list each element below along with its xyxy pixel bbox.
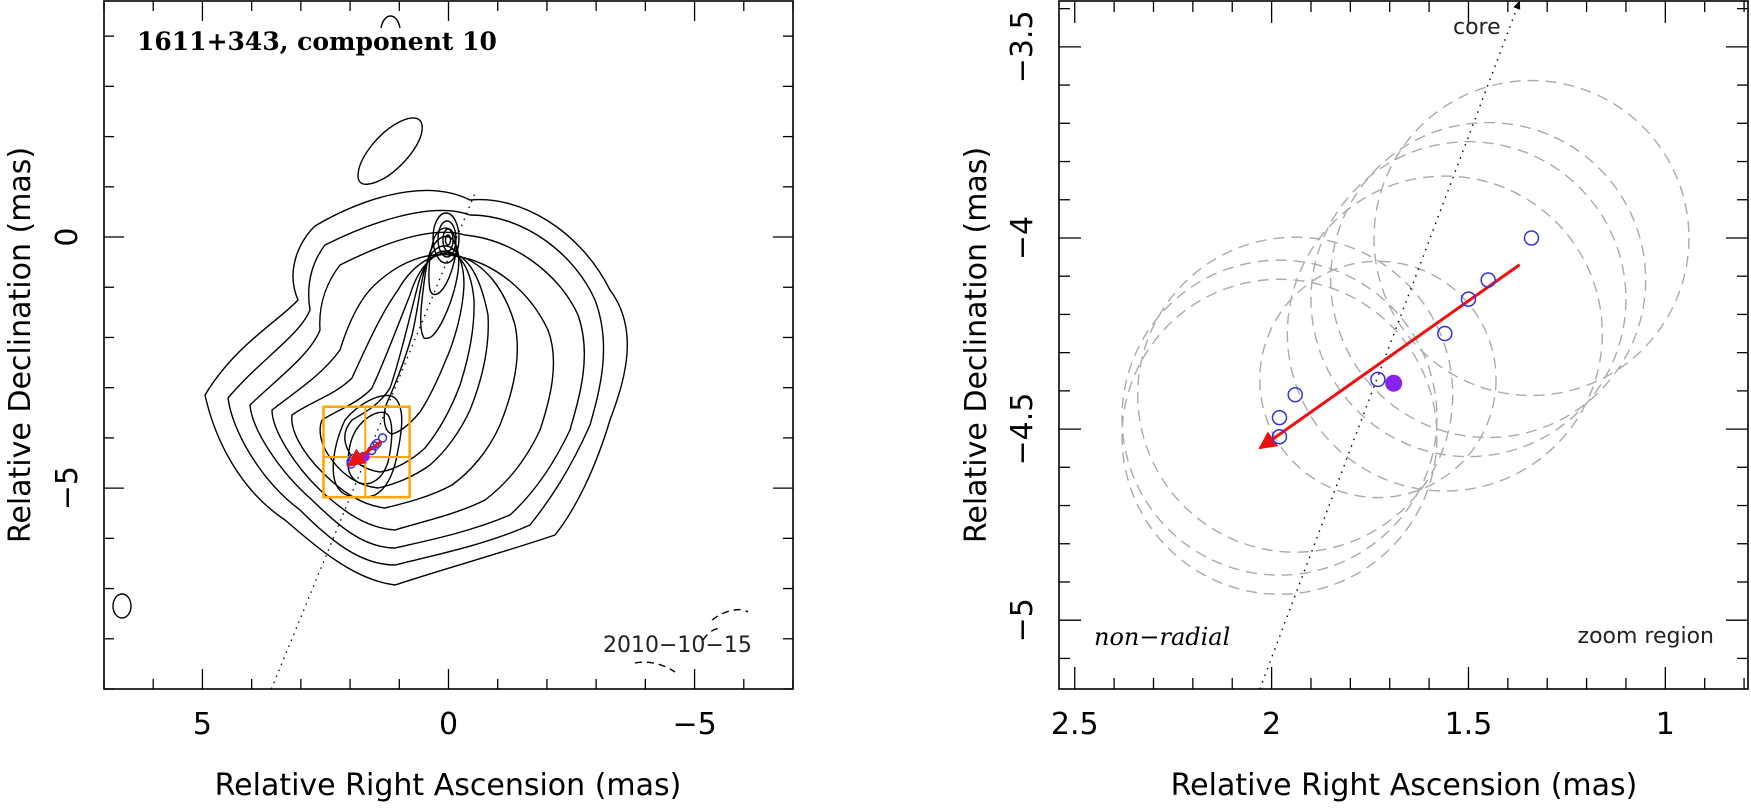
core-direction-line bbox=[1259, 1, 1521, 689]
right-y-axis-title: Relative Declination (mas) bbox=[959, 147, 994, 543]
contour-negative-2 bbox=[711, 608, 749, 621]
y-tick-label: −4 bbox=[1005, 216, 1040, 260]
right-points bbox=[1271, 230, 1540, 445]
left-overlay bbox=[270, 191, 477, 689]
zoom-box bbox=[322, 405, 411, 499]
left-ticks bbox=[103, 1, 794, 690]
velocity-arrow bbox=[347, 440, 382, 467]
contour-level-7 bbox=[344, 250, 475, 473]
component-position-point bbox=[1460, 291, 1477, 307]
contour-level-2 bbox=[227, 209, 605, 566]
error-circle bbox=[1121, 259, 1438, 576]
contour-blob-left bbox=[112, 593, 132, 619]
error-circle bbox=[1137, 236, 1454, 553]
component-position-point bbox=[1370, 371, 1386, 388]
x-tick-label: 5 bbox=[193, 707, 212, 742]
zoom-region-label: zoom region bbox=[1578, 624, 1714, 649]
y-tick-label: −4.5 bbox=[1005, 393, 1040, 466]
core-label: core bbox=[1453, 15, 1501, 40]
error-circle bbox=[1373, 79, 1690, 397]
component-position-point bbox=[1271, 428, 1288, 445]
contour-level-5 bbox=[291, 253, 518, 509]
x-tick-label: 0 bbox=[439, 707, 458, 742]
error-circles bbox=[1121, 79, 1690, 595]
left-x-axis-title: Relative Right Ascension (mas) bbox=[215, 768, 682, 803]
x-tick-label: 1 bbox=[1656, 707, 1675, 742]
x-tick-label: 2 bbox=[1262, 707, 1281, 742]
observation-date: 2010−10−15 bbox=[603, 633, 752, 658]
right-frame bbox=[1058, 0, 1749, 690]
component-position-point bbox=[1523, 230, 1540, 246]
contour-level-1 bbox=[204, 189, 628, 586]
left-y-axis-title: Relative Declination (mas) bbox=[3, 147, 38, 543]
error-circle bbox=[1286, 175, 1604, 492]
left-frame bbox=[103, 0, 794, 690]
right-ticks bbox=[1059, 1, 1748, 689]
left-y-tick-labels: 0 −5 bbox=[50, 227, 85, 510]
error-circle bbox=[1259, 260, 1497, 499]
y-tick-label: −3.5 bbox=[1005, 10, 1040, 83]
velocity-arrow-zoom bbox=[1258, 263, 1521, 450]
component-position-point bbox=[377, 433, 388, 443]
contour-level-4 bbox=[271, 253, 555, 531]
error-circle bbox=[1121, 278, 1438, 595]
contour-level-3 bbox=[249, 231, 586, 549]
right-x-axis-title: Relative Right Ascension (mas) bbox=[1171, 768, 1638, 803]
component-position-point bbox=[372, 438, 382, 449]
error-circle bbox=[1310, 140, 1627, 458]
error-circle bbox=[1329, 121, 1647, 439]
y-tick-label: 0 bbox=[50, 227, 85, 246]
right-panel: core non−radial zoom region 2.5 2 1.5 1 −3.… bbox=[959, 0, 1749, 803]
component-position-point bbox=[1287, 386, 1303, 403]
component-position-point bbox=[1437, 325, 1453, 342]
mean-position-point bbox=[1385, 374, 1403, 392]
contour-component-outer bbox=[332, 394, 403, 499]
left-panel-title: 1611+343, component 10 bbox=[137, 27, 497, 56]
contour-level-6 bbox=[319, 251, 489, 489]
contour-level-14 bbox=[444, 234, 452, 246]
x-tick-label: −5 bbox=[672, 707, 716, 742]
y-tick-label: −5 bbox=[50, 466, 85, 510]
component-position-point bbox=[1271, 409, 1288, 426]
contour-level-11 bbox=[432, 212, 460, 264]
contour-negative-1 bbox=[634, 661, 676, 673]
right-y-tick-labels: −3.5 −4 −4.5 −5 bbox=[1005, 10, 1040, 642]
x-tick-label: 1.5 bbox=[1445, 707, 1493, 742]
left-panel: 1611+343, component 10 2010−10−15 5 0 −5 0… bbox=[3, 0, 794, 803]
x-tick-label: 2.5 bbox=[1051, 707, 1099, 742]
contour-patch-upper bbox=[357, 117, 423, 185]
left-x-tick-labels: 5 0 −5 bbox=[193, 707, 717, 742]
trajectory-line bbox=[270, 191, 477, 689]
y-tick-label: −5 bbox=[1005, 598, 1040, 642]
contour-level-12 bbox=[437, 220, 457, 258]
component-position-point bbox=[1480, 272, 1496, 288]
contour-top-arc bbox=[380, 15, 401, 29]
right-x-tick-labels: 2.5 2 1.5 1 bbox=[1051, 707, 1675, 742]
contour-negative-3 bbox=[702, 627, 723, 641]
non-radial-label: non−radial bbox=[1094, 623, 1230, 651]
contour-level-13 bbox=[442, 228, 454, 252]
contour-map bbox=[112, 15, 749, 673]
